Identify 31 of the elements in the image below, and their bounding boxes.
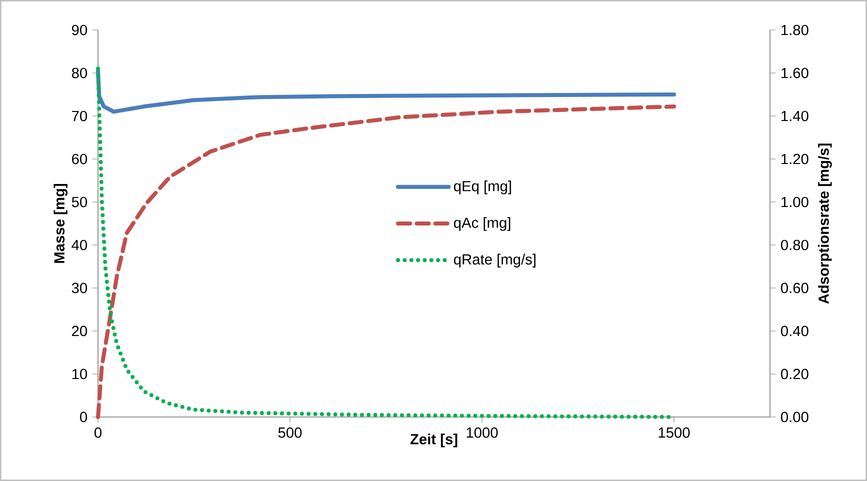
- y2-tick-label: 0.40: [780, 326, 808, 336]
- y-tick-label: 70: [72, 110, 88, 122]
- y-tick-label: 50: [72, 196, 88, 208]
- y2-tick-label: 1.40: [782, 110, 808, 122]
- legend-label: qAc [mg]: [454, 217, 510, 231]
- y2-tick-label: 0.00: [780, 412, 808, 422]
- legend-label: qRate [mg/s]: [454, 254, 536, 268]
- y-tick-label: 60: [72, 154, 88, 164]
- y2-tick-label: 1.60: [782, 68, 808, 78]
- y2-tick-label: 1.00: [782, 196, 808, 208]
- x-tick-label: 0: [94, 427, 102, 438]
- y-tick-label: 80: [72, 68, 88, 78]
- x-tick-label: 1500: [658, 427, 690, 438]
- y-tick-label: 90: [72, 24, 88, 36]
- x-tick-label: 500: [278, 427, 302, 438]
- y2-axis-title: Adsorptionsrate [mg/s]: [818, 144, 832, 304]
- x-tick-label: 1000: [466, 427, 498, 438]
- y2-tick-label: 1.80: [782, 24, 808, 36]
- y2-tick-label: 0.20: [780, 368, 808, 380]
- y-tick-label: 10: [72, 368, 88, 380]
- y-tick-label: 20: [72, 326, 88, 336]
- y-tick-label: 30: [72, 282, 88, 294]
- y-axis-title: Masse [mg]: [54, 184, 68, 263]
- y2-tick-label: 0.80: [780, 240, 808, 250]
- y-tick-label: 0: [80, 412, 88, 422]
- legend-label: qEq [mg]: [454, 180, 511, 194]
- y2-tick-label: 0.60: [780, 282, 808, 294]
- x-axis-title: Zeit [s]: [410, 434, 458, 448]
- y2-tick-label: 1.20: [782, 154, 808, 164]
- line-series: [96, 69, 676, 114]
- y-tick-label: 40: [72, 240, 88, 250]
